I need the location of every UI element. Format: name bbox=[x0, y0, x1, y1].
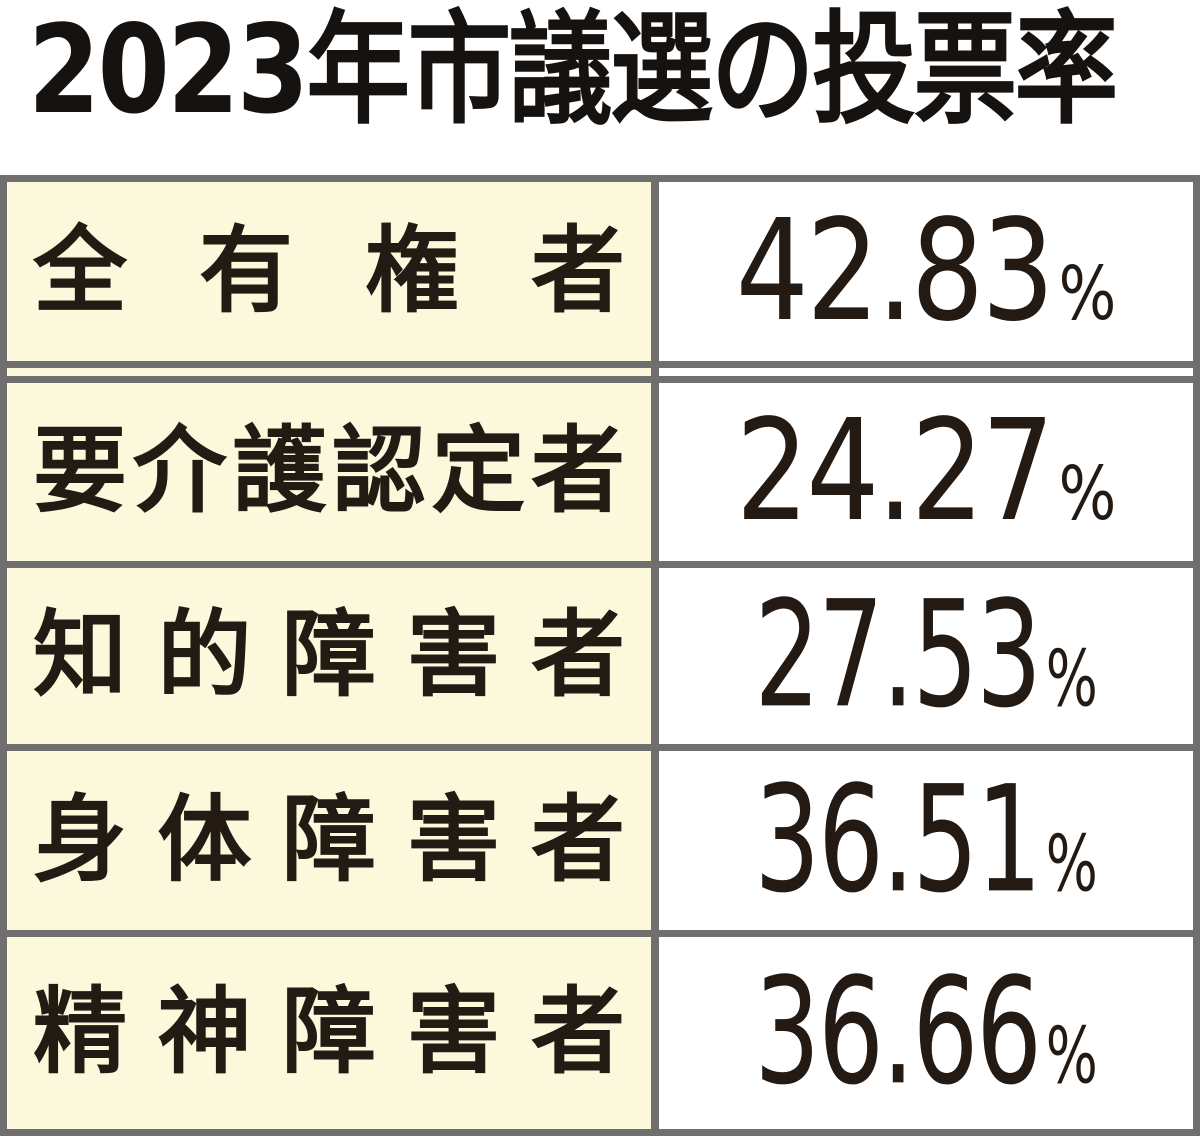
rate-value-group: 42.83 % bbox=[735, 189, 1117, 353]
percent-sign: % bbox=[1045, 818, 1098, 909]
table-row: 精神障害者 36.66 % bbox=[0, 937, 1200, 1136]
percent-sign: % bbox=[1058, 451, 1117, 537]
rate-value: 36.66 bbox=[754, 946, 1042, 1119]
page-title: 2023年市議選の投票率 bbox=[28, 0, 1118, 141]
category-label: 全有権者 bbox=[33, 216, 625, 326]
rate-value-group: 27.53 % bbox=[754, 569, 1098, 742]
percent-sign: % bbox=[1045, 633, 1098, 725]
category-cell: 身体障害者 bbox=[7, 751, 659, 930]
voting-rate-table: 全有権者 42.83 % 要介護認定者 24.27 % bbox=[0, 175, 1200, 1136]
percent-sign: % bbox=[1045, 1010, 1098, 1102]
rate-value-group: 24.27 % bbox=[736, 402, 1117, 542]
category-cell: 精神障害者 bbox=[7, 937, 659, 1129]
rate-value: 24.27 bbox=[735, 390, 1055, 553]
table-row: 全有権者 42.83 % bbox=[0, 175, 1200, 368]
rate-value-group: 36.51 % bbox=[754, 754, 1098, 926]
double-rule-separator bbox=[0, 368, 1200, 376]
rate-value-group: 36.66 % bbox=[754, 946, 1098, 1119]
table-row: 知的障害者 27.53 % bbox=[0, 568, 1200, 751]
value-cell: 24.27 % bbox=[659, 383, 1193, 561]
category-label: 身体障害者 bbox=[33, 785, 625, 895]
category-cell: 要介護認定者 bbox=[7, 383, 659, 561]
separator-left-strip bbox=[7, 368, 659, 376]
category-label: 精神障害者 bbox=[33, 978, 625, 1087]
category-cell: 全有権者 bbox=[7, 182, 659, 361]
value-cell: 42.83 % bbox=[659, 182, 1193, 361]
table-row: 身体障害者 36.51 % bbox=[0, 751, 1200, 937]
value-cell: 36.66 % bbox=[659, 937, 1193, 1129]
category-label: 知的障害者 bbox=[33, 601, 625, 710]
value-cell: 27.53 % bbox=[659, 568, 1193, 744]
category-label: 要介護認定者 bbox=[33, 417, 625, 526]
rate-value: 36.51 bbox=[754, 754, 1042, 926]
category-cell: 知的障害者 bbox=[7, 568, 659, 744]
rate-value: 42.83 bbox=[735, 189, 1055, 353]
rate-value: 27.53 bbox=[754, 569, 1042, 742]
value-cell: 36.51 % bbox=[659, 751, 1193, 930]
percent-sign: % bbox=[1058, 250, 1117, 337]
table-row: 要介護認定者 24.27 % bbox=[0, 376, 1200, 568]
separator-right-strip bbox=[659, 368, 1193, 376]
